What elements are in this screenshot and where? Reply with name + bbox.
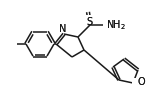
Text: O: O — [137, 77, 145, 87]
Text: N: N — [59, 24, 67, 34]
Bar — [84, 15, 94, 24]
Text: O: O — [137, 77, 145, 87]
Text: S: S — [86, 17, 92, 27]
Text: N: N — [59, 24, 67, 34]
Bar — [59, 24, 69, 32]
Text: S: S — [86, 17, 92, 27]
Bar — [103, 21, 125, 29]
Text: NH$_2$: NH$_2$ — [106, 18, 126, 32]
Bar — [132, 78, 141, 87]
Text: NH$_2$: NH$_2$ — [106, 18, 126, 32]
